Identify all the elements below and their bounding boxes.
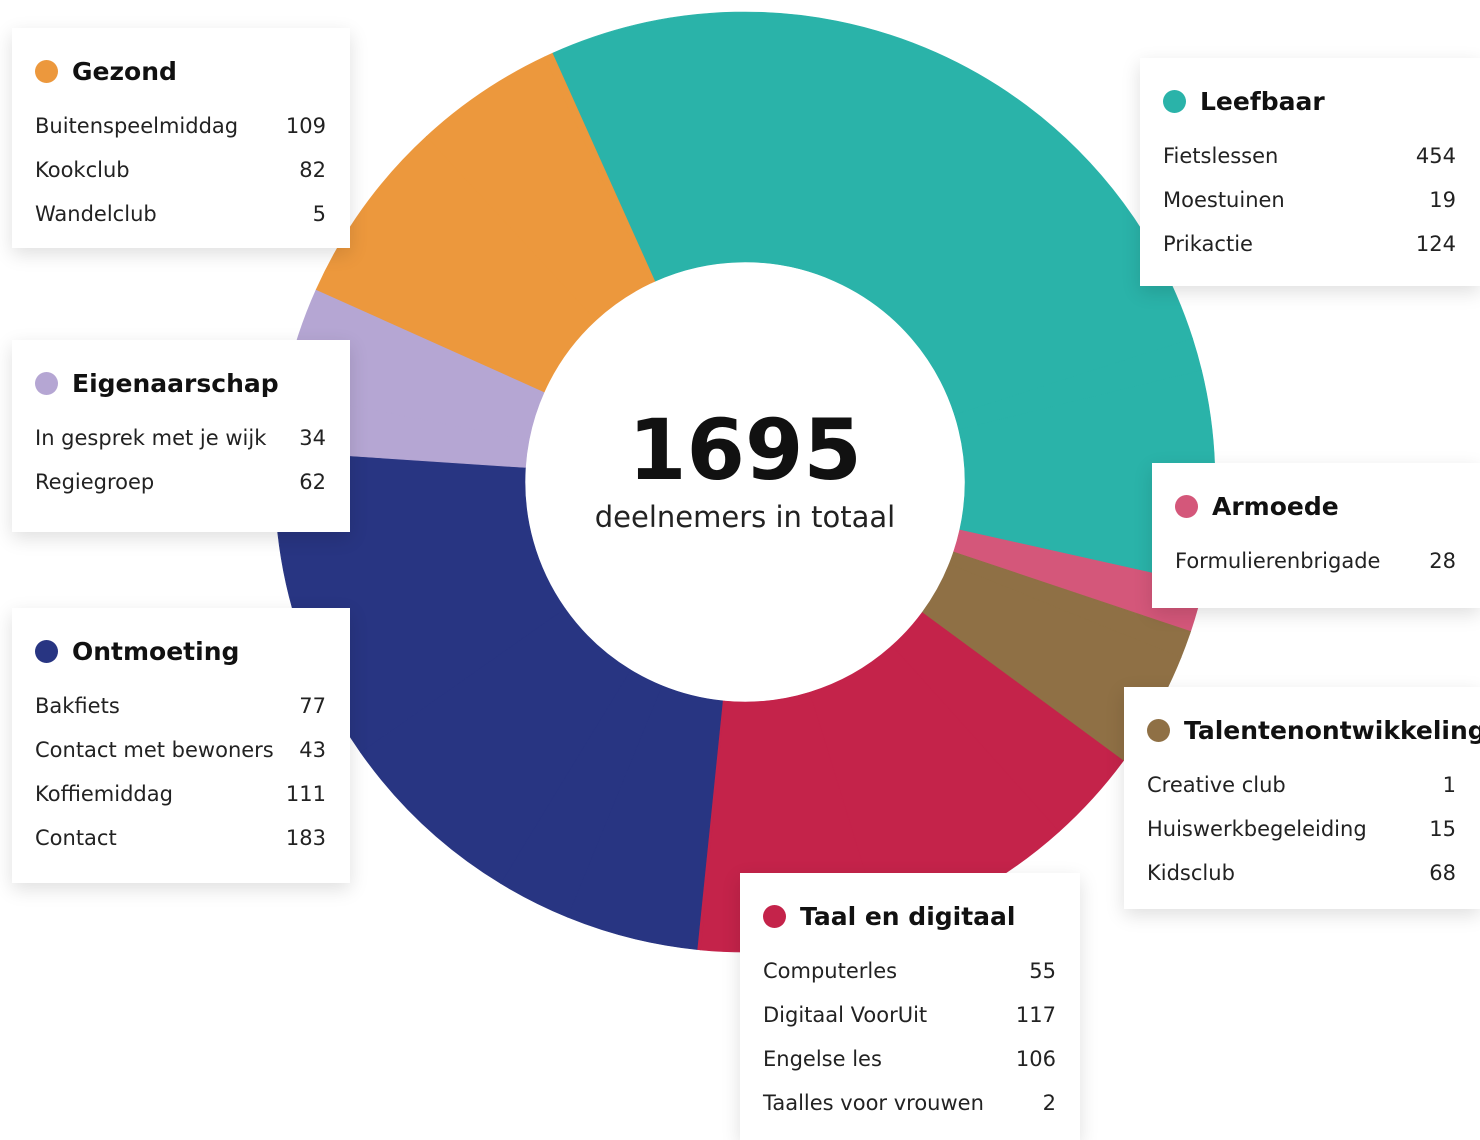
item-value: 77 bbox=[299, 694, 326, 718]
card-title: Leefbaar bbox=[1163, 84, 1456, 118]
item-row: Digitaal VoorUit 117 bbox=[763, 993, 1056, 1037]
item-row: Taalles voor vrouwen 2 bbox=[763, 1081, 1056, 1125]
item-label: Buitenspeelmiddag bbox=[35, 114, 239, 138]
item-row: Prikactie 124 bbox=[1163, 222, 1456, 266]
item-label: Moestuinen bbox=[1163, 188, 1285, 212]
item-label: Creative club bbox=[1147, 773, 1286, 797]
legend-card: Talentenontwikkeling Creative club 1 Huiswe… bbox=[1124, 687, 1480, 909]
item-label: Computerles bbox=[763, 959, 898, 983]
item-row: Huiswerkbegeleiding 15 bbox=[1147, 807, 1456, 851]
item-row: Engelse les 106 bbox=[763, 1037, 1056, 1081]
legend-dot bbox=[1163, 89, 1186, 113]
item-row: In gesprek met je wijk 34 bbox=[35, 416, 326, 460]
item-row: Contact 183 bbox=[35, 816, 326, 860]
center-label: deelnemers in totaal bbox=[594, 500, 896, 534]
card-title: Taal en digitaal bbox=[763, 899, 1056, 933]
item-label: Taalles voor vrouwen bbox=[763, 1091, 984, 1115]
item-label: Kookclub bbox=[35, 158, 130, 182]
total: 1695 bbox=[628, 401, 862, 499]
item-value: 1 bbox=[1442, 773, 1456, 797]
item-value: 68 bbox=[1429, 861, 1456, 885]
legend-card: Eigenaarschap In gesprek met je wijk 34 Reg… bbox=[12, 340, 350, 532]
item-row: Kidsclub 68 bbox=[1147, 851, 1456, 895]
item-label: In gesprek met je wijk bbox=[35, 426, 267, 450]
item-label: Contact met bewoners bbox=[35, 738, 274, 762]
item-value: 82 bbox=[299, 158, 326, 182]
item-row: Formulierenbrigade 28 bbox=[1175, 539, 1456, 583]
item-value: 2 bbox=[1042, 1091, 1056, 1115]
center-text: 1695 deelnemers in totaal bbox=[525, 400, 965, 534]
legend-card: Leefbaar Fietslessen 454 Moestuinen 19 Prikac… bbox=[1140, 58, 1480, 286]
card-title: Talentenontwikkeling bbox=[1147, 713, 1480, 747]
legend-dot bbox=[35, 59, 58, 83]
item-label: Prikactie bbox=[1163, 232, 1253, 256]
item-row: Creative club 1 bbox=[1147, 763, 1456, 807]
legend-dot bbox=[763, 904, 786, 928]
item-label: Bakfiets bbox=[35, 694, 120, 718]
item-row: Koffiemiddag 111 bbox=[35, 772, 326, 816]
item-row: Moestuinen 19 bbox=[1163, 178, 1456, 222]
item-value: 109 bbox=[285, 114, 326, 138]
item-value: 454 bbox=[1415, 144, 1456, 168]
donut-segment bbox=[544, 52, 656, 284]
card-title: Ontmoeting bbox=[35, 634, 326, 668]
item-row: Regiegroep 62 bbox=[35, 460, 326, 504]
donut-segment bbox=[551, 11, 1193, 416]
group-name: Eigenaarschap bbox=[72, 368, 279, 398]
item-row: Computerles 55 bbox=[763, 949, 1056, 993]
legend-dot bbox=[1175, 494, 1198, 518]
group-name: Ontmoeting bbox=[72, 636, 240, 666]
item-label: Engelse les bbox=[763, 1047, 882, 1071]
item-value: 15 bbox=[1429, 817, 1456, 841]
item-label: Wandelclub bbox=[35, 202, 157, 226]
item-value: 62 bbox=[299, 470, 326, 494]
item-value: 28 bbox=[1429, 549, 1456, 573]
item-label: Digitaal VoorUit bbox=[763, 1003, 928, 1027]
legend-card: Gezond Buitenspeelmiddag 109 Kookclub 82 Wand… bbox=[12, 28, 350, 248]
item-value: 43 bbox=[299, 738, 326, 762]
card-title: Eigenaarschap bbox=[35, 366, 326, 400]
item-row: Buitenspeelmiddag 109 bbox=[35, 104, 326, 148]
item-label: Contact bbox=[35, 826, 117, 850]
item-value: 5 bbox=[312, 202, 326, 226]
legend-card: Ontmoeting Bakfiets 77 Contact met bewoners… bbox=[12, 608, 350, 883]
group-name: Talentenontwikkeling bbox=[1184, 715, 1480, 745]
item-label: Huiswerkbegeleiding bbox=[1147, 817, 1367, 841]
item-value: 111 bbox=[285, 782, 326, 806]
card-title: Gezond bbox=[35, 54, 326, 88]
legend-dot bbox=[35, 371, 58, 395]
item-value: 106 bbox=[1015, 1047, 1056, 1071]
item-row: Kookclub 82 bbox=[35, 148, 326, 192]
group-name: Armoede bbox=[1212, 491, 1339, 521]
item-value: 55 bbox=[1029, 959, 1056, 983]
legend-dot bbox=[1147, 718, 1170, 742]
item-value: 117 bbox=[1015, 1003, 1056, 1027]
legend-card: Taal en digitaal Computerles 55 Digitaal Vo… bbox=[740, 873, 1080, 1140]
item-row: Fietslessen 454 bbox=[1163, 134, 1456, 178]
item-label: Formulierenbrigade bbox=[1175, 549, 1381, 573]
card-title: Armoede bbox=[1175, 489, 1456, 523]
item-label: Kidsclub bbox=[1147, 861, 1235, 885]
item-label: Regiegroep bbox=[35, 470, 155, 494]
group-name: Gezond bbox=[72, 56, 177, 86]
group-name: Taal en digitaal bbox=[800, 901, 1016, 931]
item-value: 183 bbox=[285, 826, 326, 850]
item-row: Bakfiets 77 bbox=[35, 684, 326, 728]
item-row: Contact met bewoners 43 bbox=[35, 728, 326, 772]
item-value: 34 bbox=[299, 426, 326, 450]
item-label: Fietslessen bbox=[1163, 144, 1279, 168]
item-row: Wandelclub 5 bbox=[35, 192, 326, 236]
item-value: 124 bbox=[1415, 232, 1456, 256]
legend-dot bbox=[35, 639, 58, 663]
group-name: Leefbaar bbox=[1200, 86, 1325, 116]
legend-card: Armoede Formulierenbrigade 28 bbox=[1152, 463, 1480, 608]
item-value: 19 bbox=[1429, 188, 1456, 212]
item-label: Koffiemiddag bbox=[35, 782, 173, 806]
